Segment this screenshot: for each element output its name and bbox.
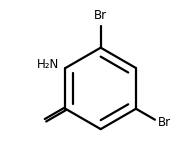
Text: Br: Br <box>158 115 171 129</box>
Text: H₂N: H₂N <box>37 58 59 71</box>
Text: Br: Br <box>94 9 107 22</box>
